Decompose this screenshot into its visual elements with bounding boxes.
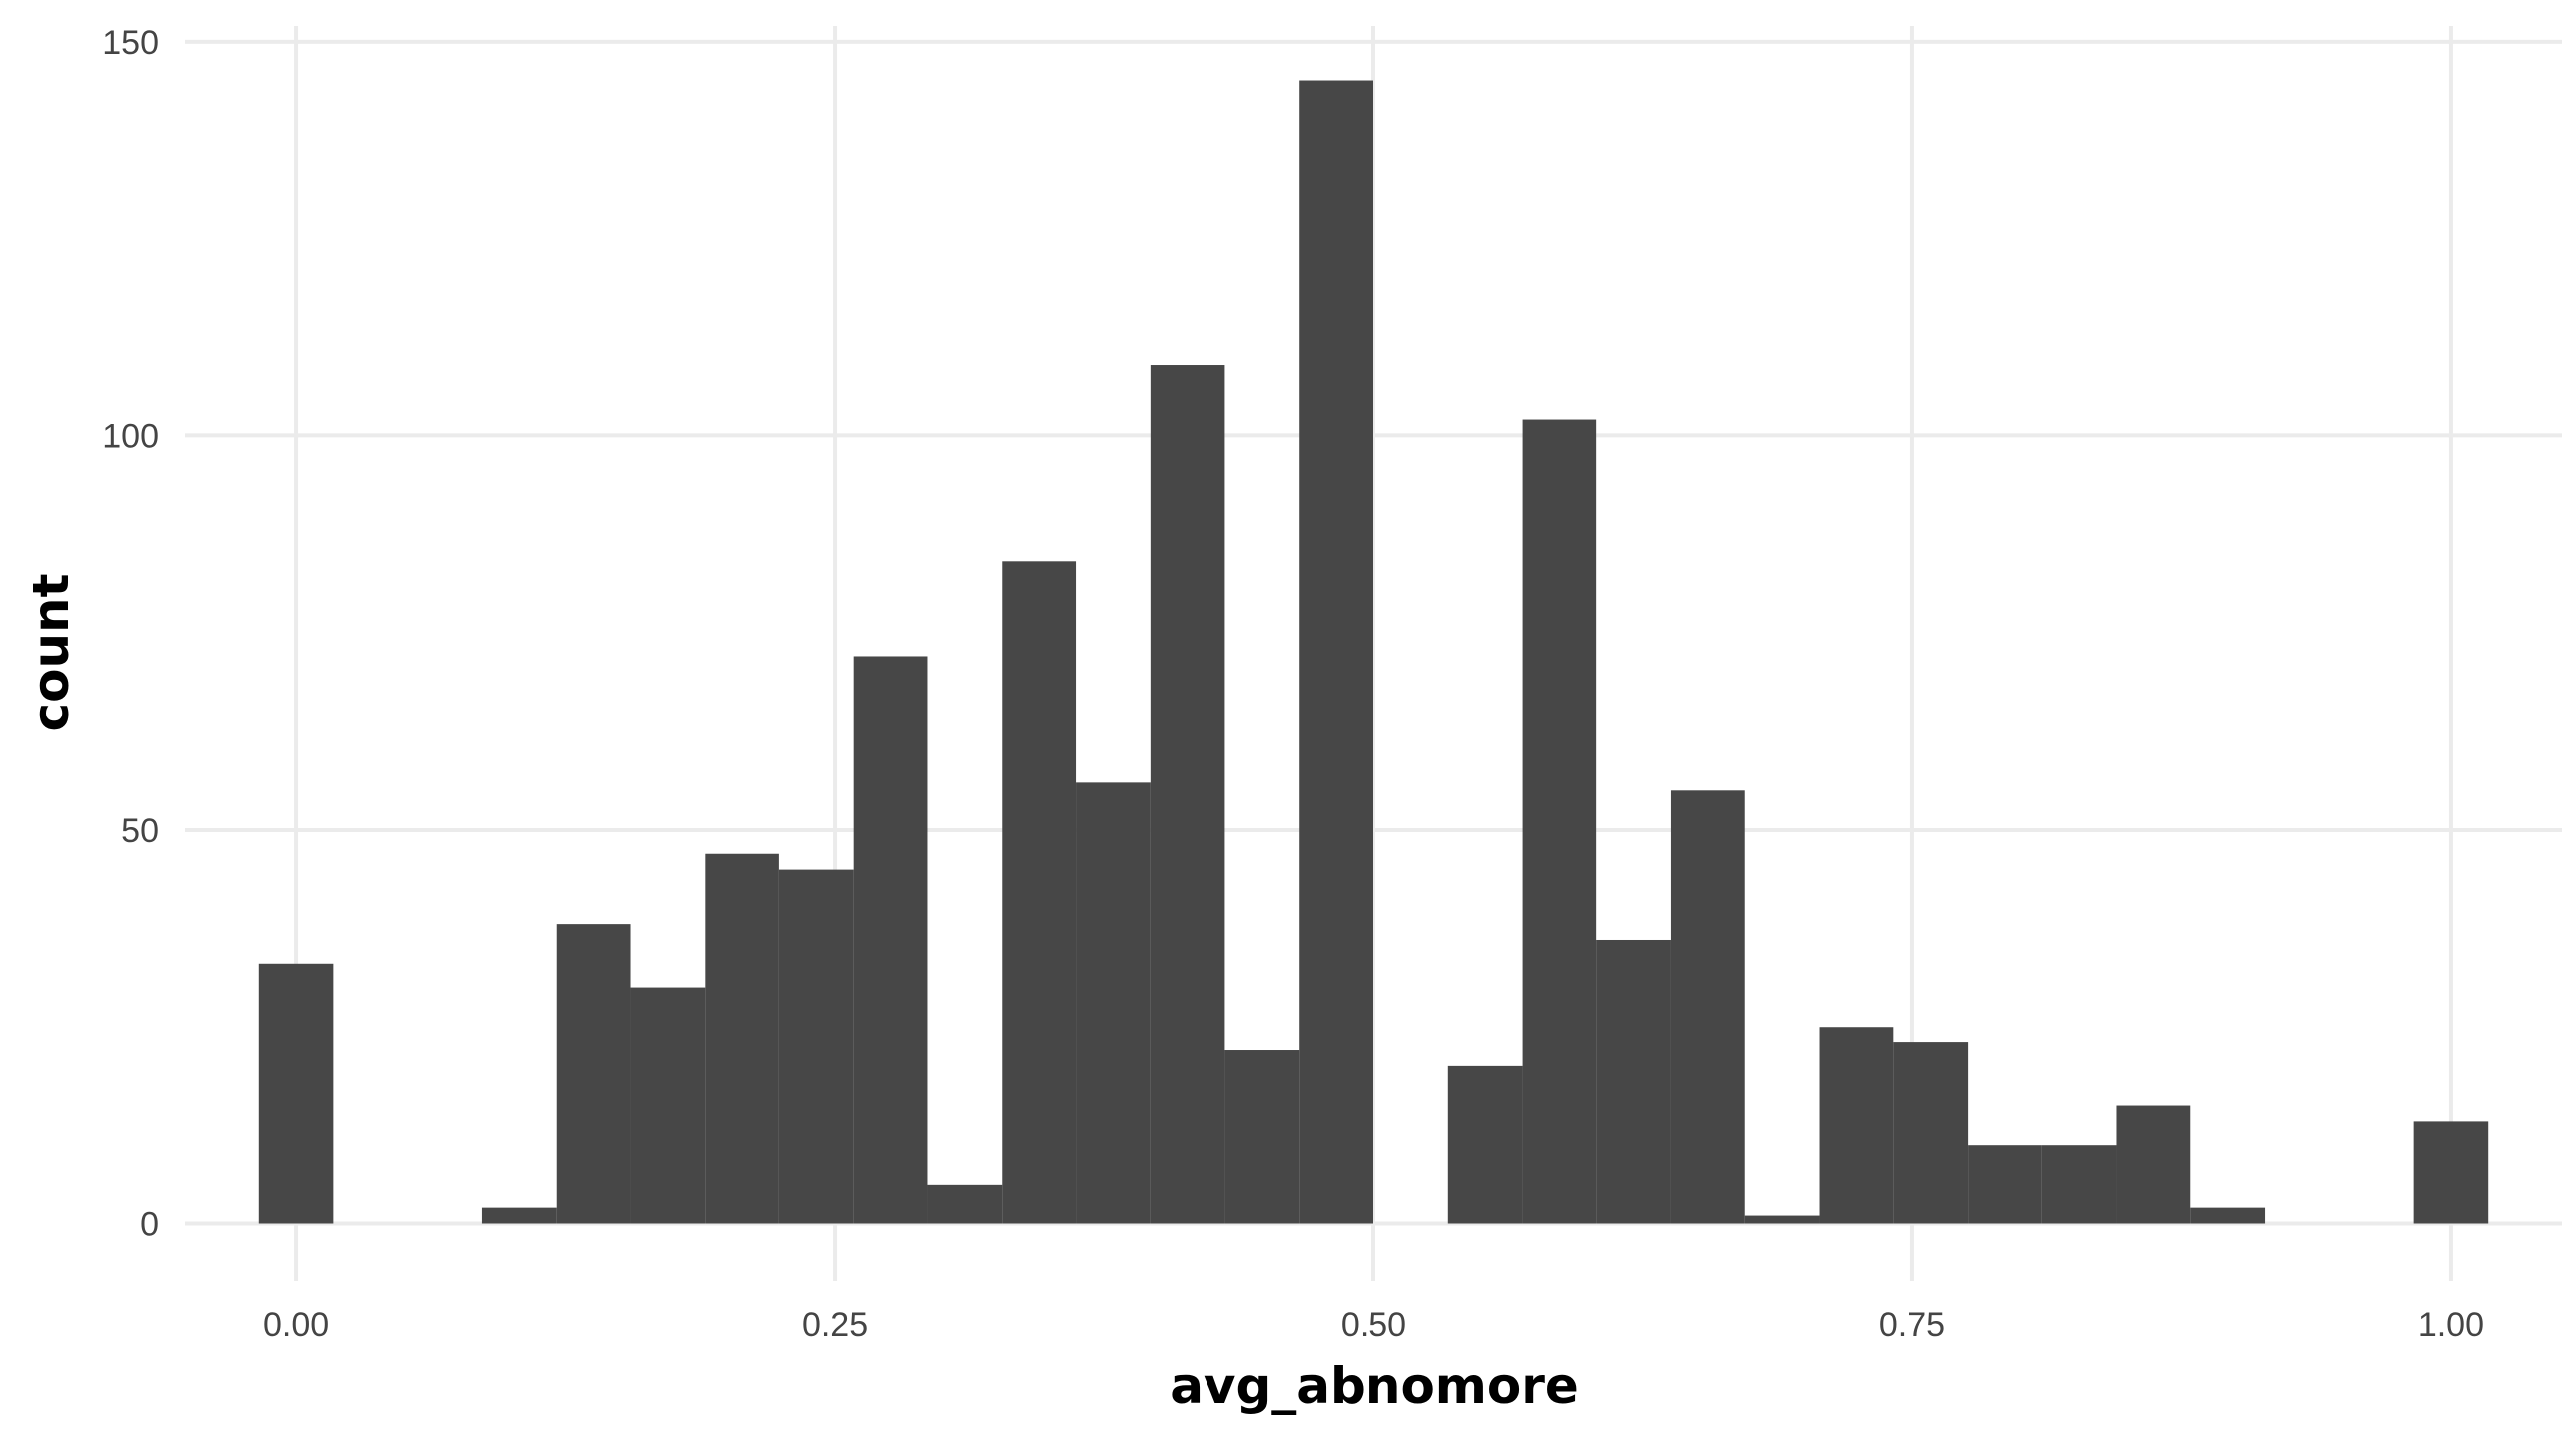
histogram-bar: [1596, 939, 1671, 1224]
histogram-bar: [1744, 1215, 1820, 1224]
histogram-bar: [556, 924, 631, 1224]
y-tick-label: 50: [121, 812, 159, 850]
histogram-bar: [1076, 782, 1151, 1224]
histogram-bar: [1150, 365, 1225, 1224]
histogram-bar: [1893, 1042, 1969, 1224]
histogram-bar: [778, 869, 854, 1224]
histogram-bar: [2116, 1105, 2191, 1224]
histogram-bar: [1002, 561, 1077, 1224]
histogram-bar: [1447, 1065, 1523, 1224]
histogram-bar: [630, 987, 706, 1224]
histogram-bar: [1224, 1050, 1300, 1224]
histogram-bar: [927, 1184, 1003, 1224]
histogram-bar: [1968, 1145, 2042, 1224]
histogram-bar: [1299, 80, 1373, 1224]
x-tick-label: 0.00: [263, 1306, 329, 1344]
histogram-bars: [258, 80, 2489, 1224]
histogram-bar: [1522, 419, 1597, 1224]
y-tick-label: 100: [102, 417, 159, 455]
x-tick-label: 0.25: [802, 1306, 868, 1344]
y-tick-label: 0: [140, 1206, 159, 1244]
histogram-bar: [853, 656, 928, 1224]
histogram-bar: [481, 1207, 557, 1224]
x-axis-title: avg_abnomore: [1170, 1357, 1579, 1415]
x-tick-label: 1.00: [2418, 1306, 2484, 1344]
y-tick-label: 150: [102, 24, 159, 62]
histogram-bar: [1819, 1027, 1894, 1224]
histogram-bar: [1670, 790, 1745, 1224]
histogram-bar: [2413, 1121, 2489, 1224]
histogram-bar: [705, 853, 779, 1224]
histogram-bar: [258, 963, 334, 1224]
x-tick-label: 0.50: [1341, 1306, 1406, 1344]
histogram-bar: [2190, 1207, 2266, 1224]
x-tick-label: 0.75: [1879, 1306, 1945, 1344]
y-axis-title: count: [22, 573, 80, 731]
tick-labels: 0 50 100 150 0.00 0.25 0.50 0.75 1.00: [102, 24, 2484, 1344]
histogram-bar: [2041, 1145, 2117, 1224]
